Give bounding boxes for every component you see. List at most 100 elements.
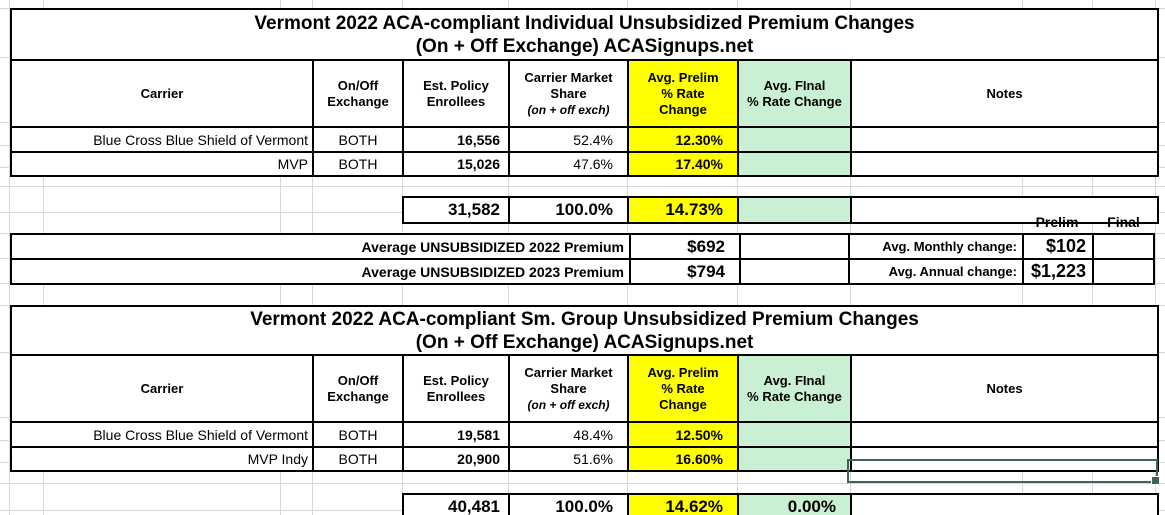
cell-notes[interactable] <box>849 151 1160 177</box>
header-prelim-rate[interactable]: Avg. Prelim % Rate Change <box>627 354 739 423</box>
header-exchange-line1: On/Off <box>337 372 379 388</box>
cell-final-rate[interactable] <box>737 126 852 153</box>
header-final-line1: Avg. FInal <box>763 372 826 388</box>
avg-premium-2022-value[interactable]: $692 <box>629 235 739 258</box>
header-share-line3: (on + off exch) <box>527 102 610 117</box>
header-prelim-line2: % Rate <box>661 380 705 396</box>
cell-carrier[interactable]: Blue Cross Blue Shield of Vermont <box>10 421 314 448</box>
table1-spacer-row <box>11 176 1158 197</box>
header-exchange[interactable]: On/Off Exchange <box>312 59 404 128</box>
cell-final-rate[interactable] <box>737 421 852 448</box>
cell-prelim-rate[interactable]: 16.60% <box>627 446 739 472</box>
avg-premium-2022-label[interactable]: Average UNSUBSIDIZED 2022 Premium <box>12 235 629 258</box>
cell-exchange[interactable]: BOTH <box>312 151 404 177</box>
header-market-share[interactable]: Carrier Market Share (on + off exch) <box>508 354 629 423</box>
monthly-change-final[interactable] <box>1092 235 1153 258</box>
header-carrier[interactable]: Carrier <box>10 59 314 128</box>
header-exchange-line2: Exchange <box>327 93 389 109</box>
cell-carrier[interactable]: MVP Indy <box>10 446 314 472</box>
fill-handle[interactable] <box>1151 476 1160 485</box>
total-share[interactable]: 100.0% <box>508 196 629 224</box>
total-prelim-rate[interactable]: 14.62% <box>627 493 739 515</box>
cell-share[interactable]: 48.4% <box>508 421 629 448</box>
selected-cell-outline[interactable] <box>847 459 1160 485</box>
avg-premium-2022-row: Average UNSUBSIDIZED 2022 Premium $692 <box>12 235 848 258</box>
total-enrollees[interactable]: 40,481 <box>402 493 510 515</box>
total-final-rate[interactable] <box>737 196 852 224</box>
header-exchange-line1: On/Off <box>337 77 379 93</box>
annual-change-label[interactable]: Avg. Annual change: <box>850 260 1022 283</box>
header-exchange[interactable]: On/Off Exchange <box>312 354 404 423</box>
header-enrollees-line2: Enrollees <box>426 388 486 404</box>
cell-exchange[interactable]: BOTH <box>312 421 404 448</box>
cell-exchange[interactable]: BOTH <box>312 446 404 472</box>
cell-final-rate[interactable] <box>737 446 852 472</box>
table1-title-cell[interactable]: Vermont 2022 ACA-compliant Individual Un… <box>9 8 1160 61</box>
cell-carrier[interactable]: Blue Cross Blue Shield of Vermont <box>10 126 314 153</box>
table1-header-row: Carrier On/Off Exchange Est. Policy Enro… <box>10 59 1160 128</box>
cell-prelim-rate[interactable]: 12.30% <box>627 126 739 153</box>
avg-premium-2022-final[interactable] <box>739 235 848 258</box>
header-final-line1: Avg. FInal <box>763 77 826 93</box>
avg-change-box: Avg. Monthly change: $102 Avg. Annual ch… <box>848 233 1155 285</box>
total-final-rate[interactable]: 0.00% <box>737 493 852 515</box>
total-share[interactable]: 100.0% <box>508 493 629 515</box>
header-share-line3: (on + off exch) <box>527 397 610 412</box>
cell-enrollees[interactable]: 15,026 <box>402 151 510 177</box>
total-prelim-rate[interactable]: 14.73% <box>627 196 739 224</box>
table2-title-line1: Vermont 2022 ACA-compliant Sm. Group Uns… <box>250 308 919 330</box>
header-prelim-line2: % Rate <box>661 85 705 101</box>
header-enrollees-line1: Est. Policy <box>423 77 489 93</box>
header-market-share[interactable]: Carrier Market Share (on + off exch) <box>508 59 629 128</box>
table1-totals-row: 31,582 100.0% 14.73% <box>11 196 1160 224</box>
total-enrollees[interactable]: 31,582 <box>402 196 510 224</box>
header-share-line2: Share <box>550 85 587 101</box>
annual-change-final[interactable] <box>1092 260 1153 283</box>
monthly-change-value[interactable]: $102 <box>1022 235 1092 258</box>
header-share-line2: Share <box>550 380 587 396</box>
avg-premium-2023-final[interactable] <box>739 260 848 283</box>
annual-change-row: Avg. Annual change: $1,223 <box>850 258 1153 283</box>
cell-carrier[interactable]: MVP <box>10 151 314 177</box>
empty-cell[interactable] <box>11 176 1158 197</box>
cell-enrollees[interactable]: 16,556 <box>402 126 510 153</box>
annual-change-value[interactable]: $1,223 <box>1022 260 1092 283</box>
avg-premium-2023-label[interactable]: Average UNSUBSIDIZED 2023 Premium <box>12 260 629 283</box>
header-share-line1: Carrier Market <box>524 364 613 380</box>
cell-notes[interactable] <box>849 421 1160 448</box>
table2-title-cell[interactable]: Vermont 2022 ACA-compliant Sm. Group Uns… <box>9 305 1160 356</box>
table1-row-bcbs: Blue Cross Blue Shield of Vermont BOTH 1… <box>10 126 1160 153</box>
header-prelim-line1: Avg. Prelim <box>647 69 719 85</box>
total-notes[interactable] <box>849 196 1160 224</box>
header-final-rate[interactable]: Avg. FInal % Rate Change <box>737 354 852 423</box>
header-carrier[interactable]: Carrier <box>10 354 314 423</box>
total-notes[interactable] <box>849 493 1160 515</box>
cell-prelim-rate[interactable]: 17.40% <box>627 151 739 177</box>
header-notes[interactable]: Notes <box>849 59 1160 128</box>
monthly-change-label[interactable]: Avg. Monthly change: <box>850 235 1022 258</box>
cell-enrollees[interactable]: 19,581 <box>402 421 510 448</box>
cell-share[interactable]: 47.6% <box>508 151 629 177</box>
cell-prelim-rate[interactable]: 12.50% <box>627 421 739 448</box>
header-notes[interactable]: Notes <box>849 354 1160 423</box>
empty-cell[interactable] <box>11 494 403 515</box>
header-prelim-rate[interactable]: Avg. Prelim % Rate Change <box>627 59 739 128</box>
avg-premium-2023-value[interactable]: $794 <box>629 260 739 283</box>
header-prelim-line1: Avg. Prelim <box>647 364 719 380</box>
cell-final-rate[interactable] <box>737 151 852 177</box>
table2-title-line2: (On + Off Exchange) ACASignups.net <box>415 331 754 353</box>
small-group-premium-table: Vermont 2022 ACA-compliant Sm. Group Uns… <box>9 305 1160 515</box>
final-column-label: Final <box>1107 214 1140 230</box>
table2-header-row: Carrier On/Off Exchange Est. Policy Enro… <box>10 354 1160 423</box>
header-enrollees[interactable]: Est. Policy Enrollees <box>402 354 510 423</box>
cell-share[interactable]: 51.6% <box>508 446 629 472</box>
cell-notes[interactable] <box>849 126 1160 153</box>
empty-cell[interactable] <box>11 197 403 223</box>
header-final-rate[interactable]: Avg. FInal % Rate Change <box>737 59 852 128</box>
cell-share[interactable]: 52.4% <box>508 126 629 153</box>
header-final-line2: % Rate Change <box>747 93 842 109</box>
header-share-line1: Carrier Market <box>524 69 613 85</box>
cell-exchange[interactable]: BOTH <box>312 126 404 153</box>
header-enrollees[interactable]: Est. Policy Enrollees <box>402 59 510 128</box>
cell-enrollees[interactable]: 20,900 <box>402 446 510 472</box>
